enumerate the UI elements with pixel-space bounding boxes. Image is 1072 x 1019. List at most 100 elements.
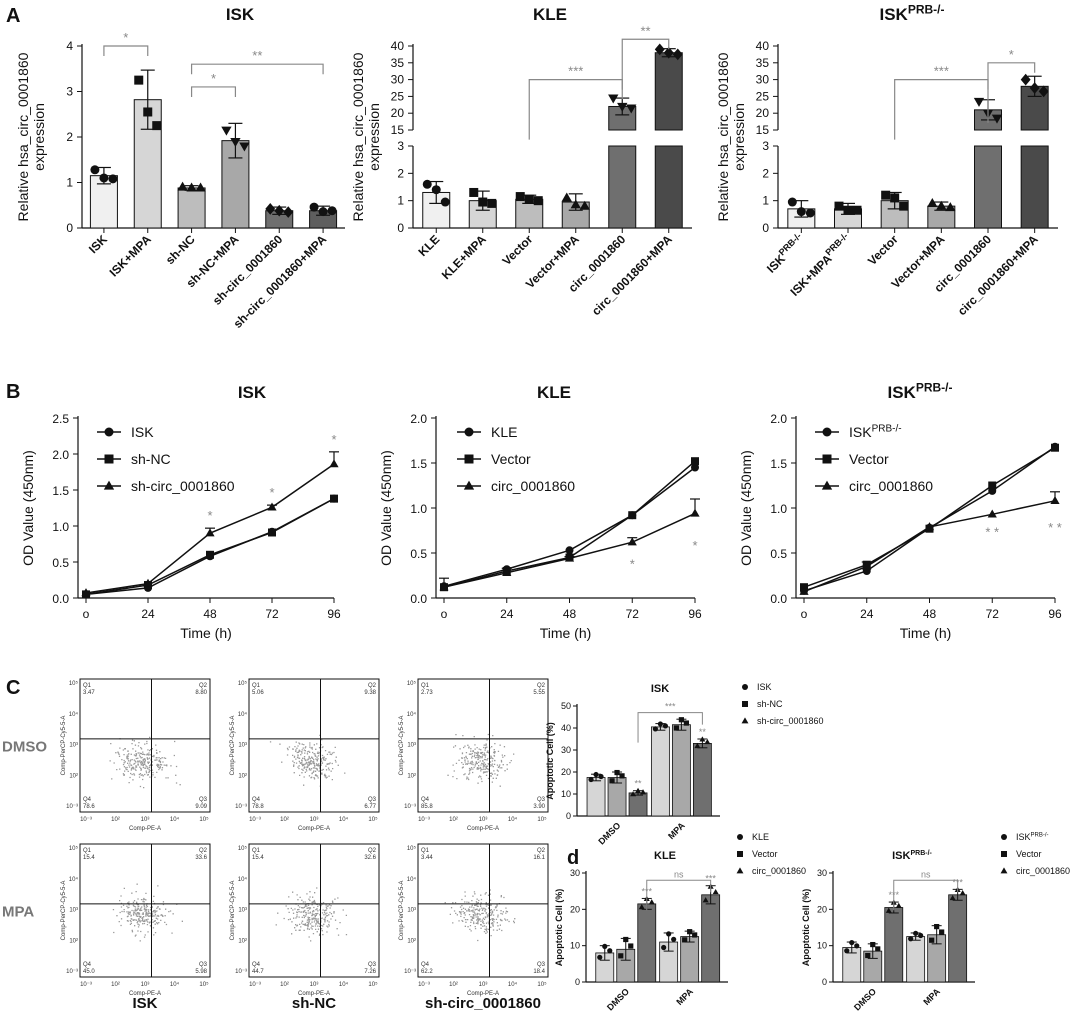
- data-point: [515, 192, 525, 202]
- data-point: [924, 522, 935, 531]
- flow-y-axis-label: Comp-PerCP-Cy5-5-A: [230, 881, 236, 941]
- y-tick-label: 2.0: [52, 448, 69, 462]
- data-point: [206, 550, 214, 559]
- y-tick-label: 30: [756, 73, 770, 87]
- x-tick-label: Vector: [865, 232, 901, 268]
- quadrant-name: Q3: [368, 797, 377, 803]
- data-point: [934, 923, 940, 930]
- data-point: [929, 937, 935, 943]
- significance-label: *: [207, 508, 212, 523]
- quadrant-value: 5.55: [533, 690, 545, 696]
- quadrant-value: 32.6: [364, 855, 376, 861]
- data-point: [267, 502, 277, 511]
- y-tick-label: 0.0: [52, 592, 69, 606]
- y-axis-label: Relative hsa_circ_0001860expression: [715, 52, 747, 221]
- flow-y-tick: 10⁵: [69, 845, 79, 852]
- y-tick-label: 2.0: [410, 412, 427, 426]
- quadrant-name: Q2: [199, 848, 208, 854]
- significance-label: ns: [921, 869, 931, 879]
- y-tick-label: 40: [391, 39, 405, 53]
- quadrant-name: Q4: [83, 962, 92, 968]
- flow-y-tick: 10⁻³: [235, 969, 247, 975]
- legend-marker: [104, 454, 114, 464]
- data-point: [1050, 496, 1060, 504]
- y-tick-label: 2: [66, 130, 73, 144]
- data-point: [628, 511, 637, 520]
- flow-x-tick: 10⁴: [508, 816, 518, 823]
- bar: [884, 907, 904, 983]
- significance-label: **: [635, 779, 643, 789]
- legend-label: circ_0001860: [491, 478, 575, 494]
- data-point: [852, 205, 862, 215]
- bar: [692, 743, 712, 817]
- flow-y-tick: 10⁵: [407, 845, 417, 852]
- x-tick-label: KLE+MPA: [439, 232, 489, 282]
- quadrant-value: 2.73: [421, 690, 433, 696]
- data-point: [635, 787, 642, 793]
- flow-y-tick: 10³: [407, 743, 416, 749]
- data-point: [890, 193, 900, 203]
- bar: [637, 903, 657, 983]
- y-tick-label: 25: [756, 89, 770, 103]
- data-point: [702, 897, 709, 903]
- flow-x-tick: 10⁻³: [80, 982, 92, 988]
- quadrant-name: Q2: [199, 683, 208, 689]
- quadrant-value: 3.90: [533, 804, 545, 810]
- data-point: [221, 126, 232, 136]
- y-tick-label: 20: [570, 904, 580, 914]
- x-tick-label: 24: [500, 607, 514, 621]
- data-point: [865, 952, 871, 959]
- flow-y-tick: 10⁻³: [404, 969, 416, 975]
- flow-y-tick: 10⁵: [407, 680, 417, 687]
- bar: [177, 187, 206, 229]
- x-tick-label: 72: [626, 607, 640, 621]
- quadrant-value: 62.2: [421, 969, 433, 975]
- y-tick-label: 0: [575, 977, 580, 987]
- x-tick-label: ISKPRB-/-: [763, 231, 808, 276]
- chart-title: KLE: [654, 850, 676, 862]
- data-point: [796, 207, 806, 217]
- quadrant-name: Q2: [368, 683, 377, 689]
- y-tick-label: 0: [397, 221, 404, 235]
- data-point: [678, 717, 684, 723]
- flow-x-tick: 10⁵: [537, 981, 547, 988]
- y-tick-label: 4: [66, 39, 73, 53]
- significance-label: **: [699, 727, 707, 737]
- data-point: [619, 773, 625, 779]
- x-tick-label: 96: [327, 607, 341, 621]
- flow-x-tick: 10³: [310, 982, 319, 988]
- legend-marker: [1001, 851, 1007, 857]
- data-point: [927, 198, 938, 207]
- legend-label: KLE: [752, 832, 769, 842]
- data-point: [561, 192, 572, 202]
- legend-label: Vector: [849, 451, 889, 467]
- x-tick-label: MPA: [666, 820, 687, 841]
- data-point: [991, 114, 1003, 124]
- bar: [650, 726, 670, 817]
- data-point: [274, 204, 285, 217]
- data-point: [691, 457, 699, 466]
- chart-title: ISK: [651, 683, 669, 695]
- legend-label: Vector: [491, 451, 531, 467]
- flow-y-tick: 10²: [238, 773, 247, 779]
- flow-x-axis-label: Comp-PE-A: [129, 991, 161, 997]
- x-tick-label: 48: [563, 607, 577, 621]
- data-point: [881, 190, 891, 200]
- panel-label-c: C: [6, 677, 20, 699]
- data-point: [683, 720, 689, 726]
- significance-label: ***: [568, 64, 583, 79]
- quadrant-value: 16.1: [533, 855, 545, 861]
- chart-b1-isk: ISK 0.0 0.5 1.0 1.5 2.0 2.5 o 24 48 72 96 Time (h) OD…: [20, 383, 341, 641]
- y-tick-label: 0: [566, 811, 571, 821]
- flow-x-tick: 10²: [280, 982, 289, 988]
- x-tick-label: 96: [1048, 607, 1062, 621]
- quadrant-name: Q1: [83, 848, 92, 854]
- flow-x-tick: 10²: [449, 817, 458, 823]
- flow-x-tick: 10⁴: [170, 816, 180, 823]
- data-point: [638, 904, 645, 910]
- chart-a2-kle: KLE 0 1 2 3 15 20 25 30 35 40 Relative hsa_circ_000…: [350, 5, 692, 318]
- legend-marker: [464, 427, 474, 437]
- flow-x-tick: 10³: [479, 982, 488, 988]
